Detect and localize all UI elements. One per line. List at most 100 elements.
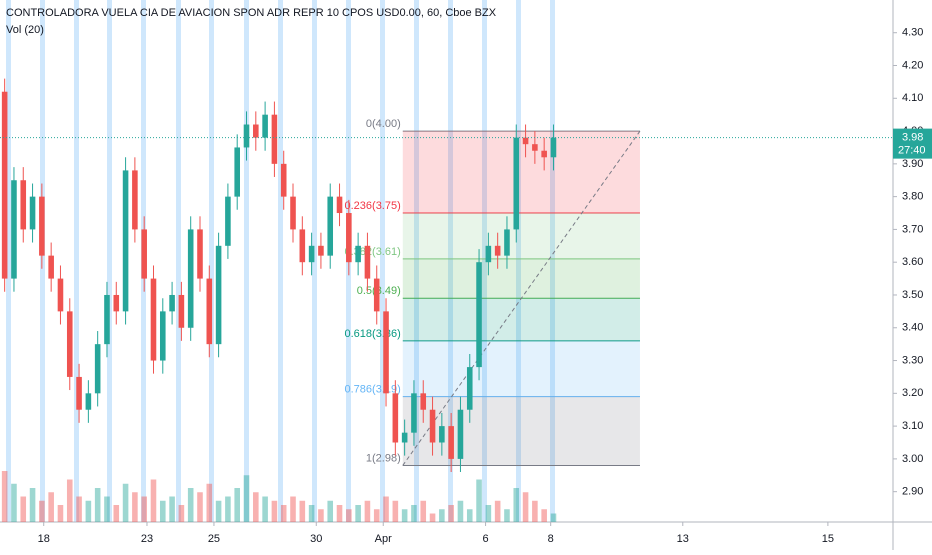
candle-body [318, 245, 324, 256]
candle-body [476, 262, 482, 368]
x-tick-label: Apr [375, 533, 392, 545]
volume-bar [466, 509, 473, 522]
y-tick-label: 3.80 [902, 191, 923, 203]
candle-body [299, 229, 306, 263]
x-tick-label: 23 [141, 533, 153, 545]
volume-bar [150, 479, 157, 522]
volume-bar [346, 509, 352, 522]
volume-bar [104, 496, 110, 522]
volume-bar [364, 500, 371, 522]
candle-body [271, 114, 278, 164]
x-tick-label: 25 [208, 533, 220, 545]
volume-bar [48, 492, 54, 522]
candle-body [513, 137, 520, 230]
candle-body [85, 393, 92, 410]
candle-body [113, 294, 120, 312]
candle-body [364, 245, 371, 279]
last-price-tag [893, 128, 932, 159]
volume-bar [113, 505, 120, 522]
y-tick-label: 3.50 [902, 289, 923, 301]
y-tick-label: 3.20 [902, 387, 923, 399]
candle-body [104, 294, 110, 345]
candle-body [401, 432, 408, 443]
candle-body [550, 137, 557, 158]
volume-bar [327, 500, 334, 522]
volume-bar [57, 505, 64, 522]
candle-body [132, 170, 138, 230]
candle-body [494, 245, 501, 256]
candle-body [308, 245, 315, 263]
x-tick-label: 13 [677, 533, 689, 545]
volume-bar [439, 509, 445, 522]
y-tick-label: 4.20 [902, 59, 923, 71]
candle-body [122, 170, 129, 312]
volume-bar [197, 492, 203, 522]
volume-bar [522, 492, 529, 522]
last-price-label: 3.98 [902, 132, 923, 144]
x-tick-label: 18 [38, 533, 50, 545]
candle-body [439, 426, 445, 443]
candle-body [76, 376, 82, 410]
volume-bar [355, 505, 361, 522]
volume-bar [513, 488, 520, 522]
x-tick-label: 6 [483, 533, 489, 545]
candle-body [420, 393, 427, 410]
volume-bar [420, 500, 427, 522]
volume-bar [1, 471, 8, 522]
candle-body [290, 196, 296, 230]
candle-body [20, 180, 27, 230]
volume-bar [271, 500, 278, 522]
x-tick-label: 30 [310, 533, 322, 545]
candle-body [373, 278, 380, 312]
candle-body [253, 124, 259, 138]
y-tick-label: 4.10 [902, 92, 923, 104]
candle-body [141, 229, 147, 279]
volume-bar [299, 500, 306, 522]
candle-body [150, 278, 157, 361]
candle-body [504, 229, 510, 256]
volume-bar [234, 488, 240, 522]
candle-body [532, 144, 538, 151]
fib-label: 0(4.00) [366, 118, 401, 130]
candle-body [336, 196, 343, 214]
fib-label: 0.786(3.19) [345, 384, 401, 396]
candle-body [187, 229, 194, 328]
volume-bar [504, 509, 510, 522]
volume-bar [541, 509, 547, 522]
volume-bar [429, 513, 436, 522]
candle-body [280, 163, 287, 197]
candle-body [262, 114, 268, 138]
volume-bar [290, 496, 296, 522]
volume-bar [94, 488, 101, 522]
y-tick-label: 2.90 [902, 486, 923, 498]
volume-bar [494, 500, 501, 522]
volume-bar [76, 496, 82, 522]
candle-body [355, 245, 361, 263]
volume-bar [29, 488, 36, 522]
candle-body [383, 311, 389, 394]
countdown-label: 27:40 [898, 145, 926, 157]
volume-bar [20, 496, 27, 522]
candle-body [1, 91, 8, 279]
volume-bar [262, 496, 268, 522]
volume-bar [457, 500, 464, 522]
fib-zone [402, 396, 640, 466]
x-tick-label: 15 [822, 533, 834, 545]
candle-body [66, 311, 73, 377]
volume-bar [11, 483, 17, 522]
volume-bar [122, 483, 129, 522]
candle-body [485, 245, 492, 263]
candle-body [178, 294, 185, 328]
volume-bar [169, 496, 175, 522]
candle-body [392, 393, 399, 443]
fib-zone [402, 131, 640, 214]
volume-bar [373, 509, 380, 522]
y-tick-label: 3.70 [902, 223, 923, 235]
candle-body [57, 278, 64, 312]
y-tick-label: 3.40 [902, 322, 923, 334]
volume-bar [132, 492, 138, 522]
session-bands [6, 0, 555, 522]
volume-bar [532, 500, 538, 522]
fib-zone [402, 258, 640, 299]
volume-bar [411, 505, 417, 522]
